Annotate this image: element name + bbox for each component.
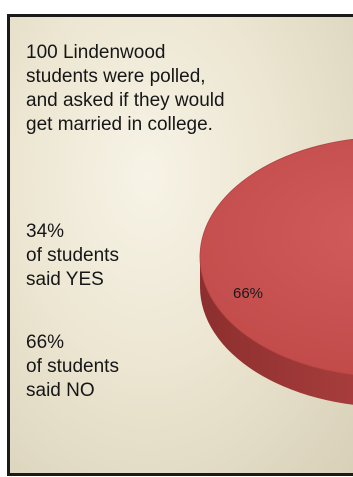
yes-line2: of students [26,245,119,266]
no-line3: said NO [26,380,95,401]
no-line2: of students [26,356,119,377]
slide: 66% 100 Lindenwood students were polled,… [7,14,353,476]
yes-stat: 34% of students said YES [26,220,176,292]
pie-slice-no-side [200,257,353,405]
no-stat: 66% of students said NO [26,331,176,403]
pie-slice-no-label: 66% [233,285,263,302]
pie-chart: 66% [199,138,353,405]
yes-line3: said YES [26,269,104,290]
yes-percent: 34% [26,221,65,242]
no-percent: 66% [26,332,65,353]
intro-text: 100 Lindenwood students were polled, and… [26,42,225,135]
pie-slice-no [199,138,353,376]
